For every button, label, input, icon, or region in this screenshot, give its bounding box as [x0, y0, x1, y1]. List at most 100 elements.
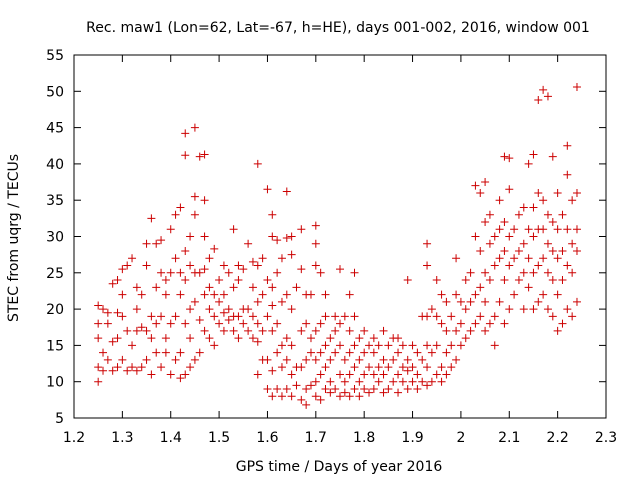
data-point	[568, 196, 577, 205]
data-point	[389, 355, 398, 364]
data-point	[398, 341, 407, 350]
x-tick-label: 1.6	[256, 430, 278, 446]
data-point	[123, 261, 132, 270]
data-point	[186, 232, 195, 241]
data-point	[248, 334, 257, 343]
data-point	[311, 392, 320, 401]
data-point	[514, 276, 523, 285]
x-tick-label: 1.9	[401, 430, 423, 446]
data-point	[248, 257, 257, 266]
data-point	[113, 276, 122, 285]
data-point	[147, 370, 156, 379]
data-point	[529, 150, 538, 159]
data-point	[176, 348, 185, 357]
data-point	[360, 384, 369, 393]
data-point	[258, 254, 267, 263]
data-point	[514, 247, 523, 256]
data-point	[534, 261, 543, 270]
data-point	[166, 225, 175, 234]
data-point	[190, 297, 199, 306]
y-tick-label: 25	[46, 266, 64, 282]
data-point	[166, 319, 175, 328]
data-point	[418, 355, 427, 364]
data-point	[244, 326, 253, 335]
data-point	[190, 192, 199, 201]
data-point	[355, 334, 364, 343]
data-point	[118, 290, 127, 299]
data-point	[345, 290, 354, 299]
data-point	[500, 217, 509, 226]
data-point	[437, 319, 446, 328]
data-point	[423, 341, 432, 350]
data-point	[181, 129, 190, 138]
data-point	[142, 239, 151, 248]
data-point	[447, 341, 456, 350]
data-point	[306, 334, 315, 343]
data-point	[321, 290, 330, 299]
data-point	[205, 254, 214, 263]
data-point	[413, 370, 422, 379]
data-point	[186, 334, 195, 343]
data-point	[282, 290, 291, 299]
data-point	[379, 326, 388, 335]
data-point	[490, 341, 499, 350]
data-point	[510, 254, 519, 263]
data-point	[195, 315, 204, 324]
data-point	[287, 392, 296, 401]
data-point	[200, 265, 209, 274]
data-point	[190, 210, 199, 219]
data-point	[99, 305, 108, 314]
data-point	[403, 384, 412, 393]
data-point	[302, 400, 311, 409]
data-point	[326, 355, 335, 364]
data-point	[563, 170, 572, 179]
data-point	[529, 203, 538, 212]
data-point	[394, 348, 403, 357]
data-point	[195, 348, 204, 357]
data-point	[132, 366, 141, 375]
data-point	[432, 312, 441, 321]
data-point	[369, 384, 378, 393]
x-axis-label: GPS time / Days of year 2016	[236, 459, 443, 475]
data-point	[186, 305, 195, 314]
data-point	[181, 247, 190, 256]
data-point	[108, 366, 117, 375]
data-point	[190, 123, 199, 132]
data-point	[563, 141, 572, 150]
data-point	[476, 312, 485, 321]
x-tick-label: 1.8	[353, 430, 375, 446]
data-point	[99, 366, 108, 375]
data-point	[263, 312, 272, 321]
data-point	[103, 355, 112, 364]
data-point	[471, 319, 480, 328]
data-point	[171, 210, 180, 219]
data-point	[311, 377, 320, 386]
data-point	[273, 236, 282, 245]
data-point	[432, 276, 441, 285]
data-point	[128, 363, 137, 372]
data-point	[268, 301, 277, 310]
data-point	[572, 225, 581, 234]
data-point	[152, 348, 161, 357]
data-point	[543, 239, 552, 248]
data-point	[277, 341, 286, 350]
data-point	[268, 366, 277, 375]
data-point	[369, 348, 378, 357]
data-point	[263, 276, 272, 285]
data-point	[219, 290, 228, 299]
data-point	[142, 326, 151, 335]
data-point	[147, 334, 156, 343]
data-point	[171, 355, 180, 364]
data-point	[558, 319, 567, 328]
data-point	[268, 326, 277, 335]
data-point	[263, 355, 272, 364]
data-point	[466, 326, 475, 335]
data-point	[495, 297, 504, 306]
data-point	[108, 279, 117, 288]
data-point	[331, 326, 340, 335]
data-point	[186, 363, 195, 372]
data-point	[442, 348, 451, 357]
data-point	[365, 363, 374, 372]
data-point	[490, 312, 499, 321]
